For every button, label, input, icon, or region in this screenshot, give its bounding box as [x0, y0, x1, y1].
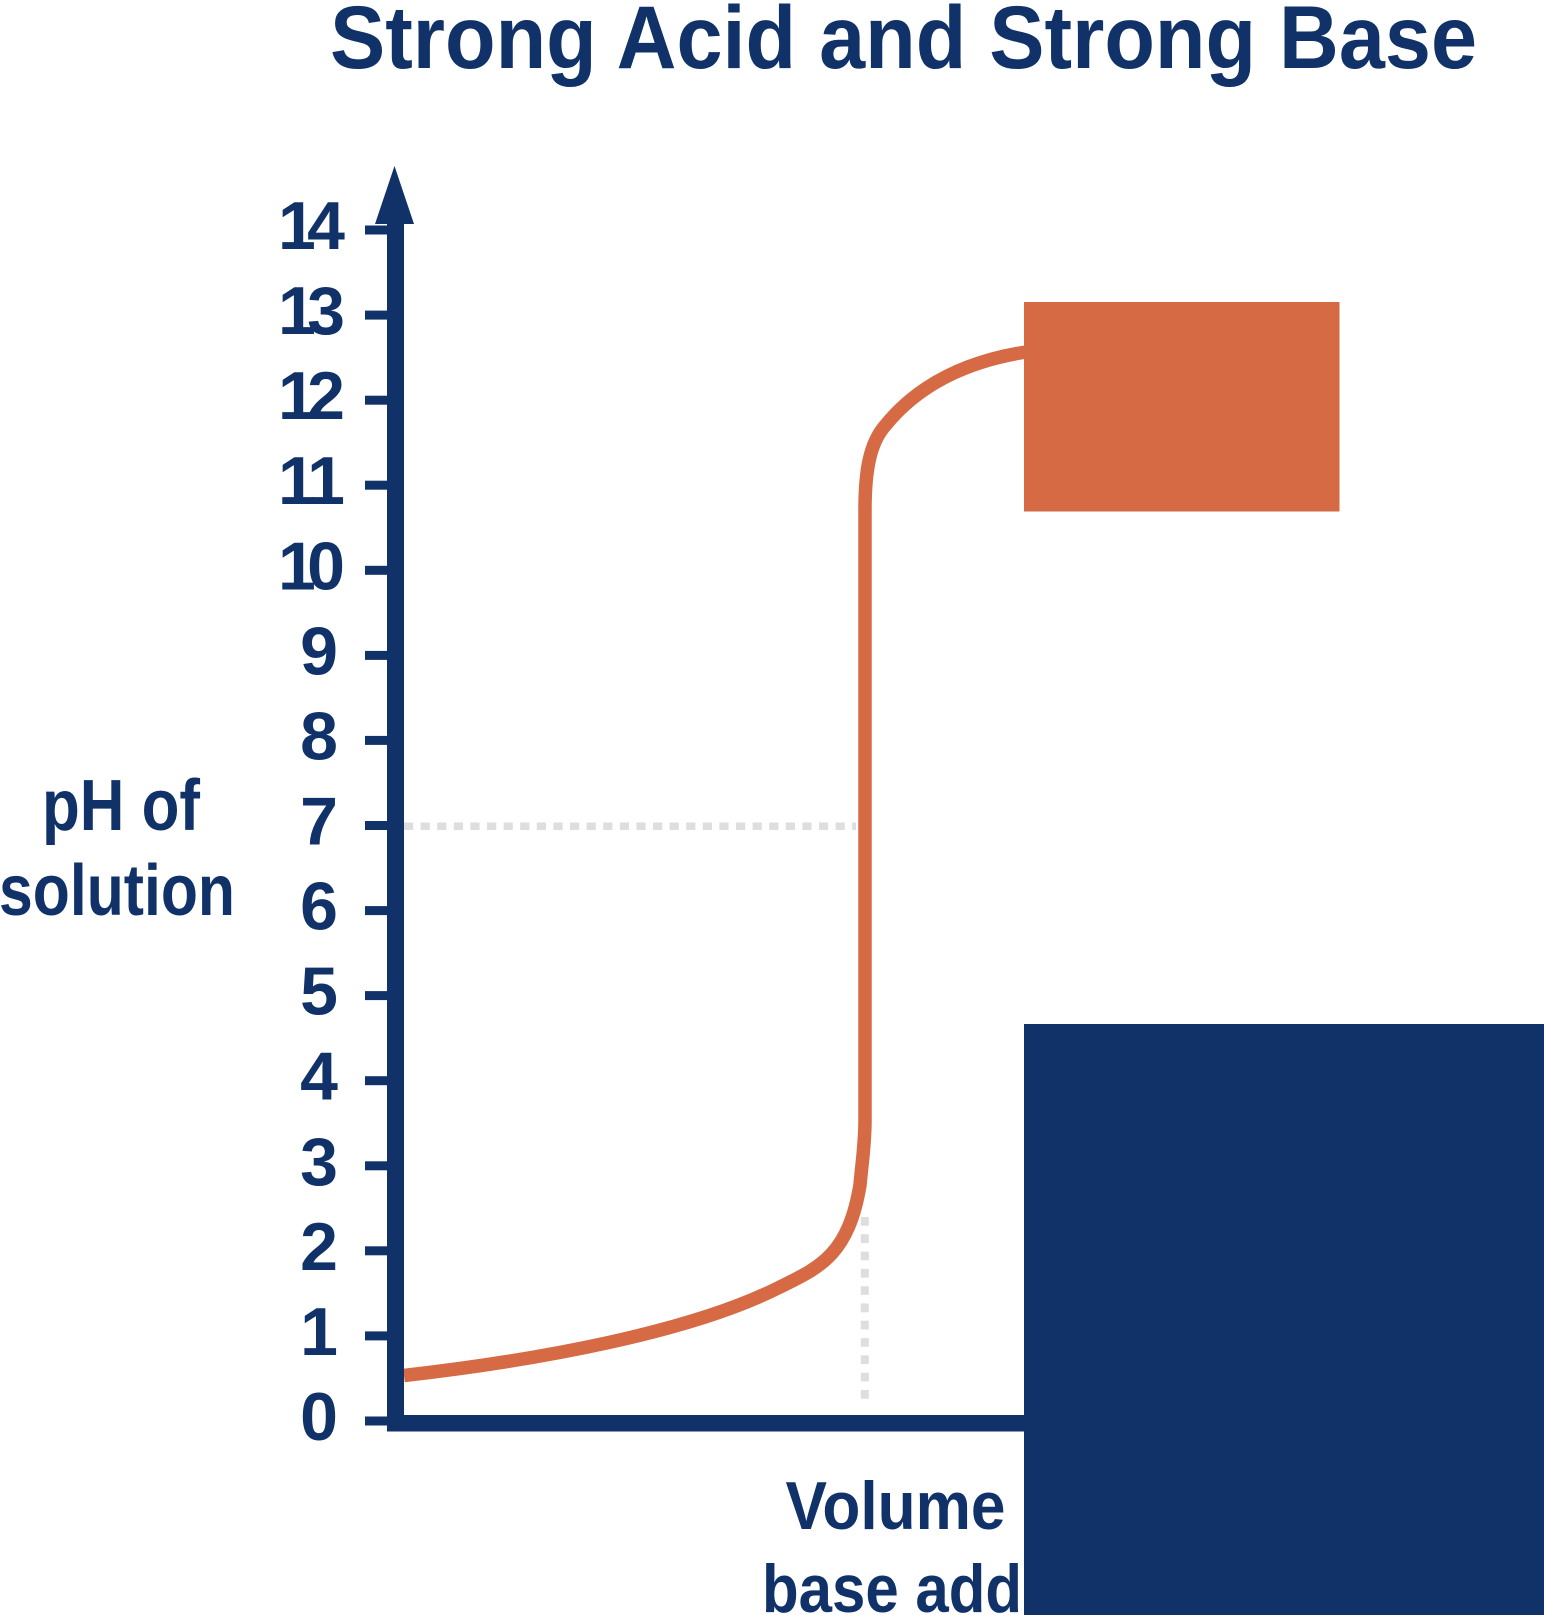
svg-text:7: 7	[300, 784, 338, 860]
svg-text:3: 3	[300, 1124, 338, 1200]
svg-text:Volume: Volume	[786, 1468, 1006, 1544]
svg-text:solution: solution	[0, 851, 235, 931]
svg-text:8: 8	[300, 698, 338, 774]
svg-text:9: 9	[300, 613, 338, 689]
svg-text:6: 6	[300, 869, 338, 945]
svg-text:12: 12	[278, 358, 345, 434]
svg-text:4: 4	[300, 1039, 338, 1115]
svg-text:Strong Acid and Strong Base: Strong Acid and Strong Base	[330, 0, 1477, 87]
svg-text:14: 14	[278, 188, 345, 264]
svg-text:0: 0	[300, 1379, 338, 1455]
svg-text:10: 10	[278, 528, 345, 604]
svg-text:13: 13	[278, 273, 345, 349]
svg-text:11: 11	[278, 443, 345, 519]
svg-text:pH of: pH of	[42, 766, 201, 846]
svg-text:1: 1	[300, 1294, 338, 1370]
svg-text:2: 2	[300, 1209, 338, 1285]
svg-text:5: 5	[300, 954, 338, 1030]
